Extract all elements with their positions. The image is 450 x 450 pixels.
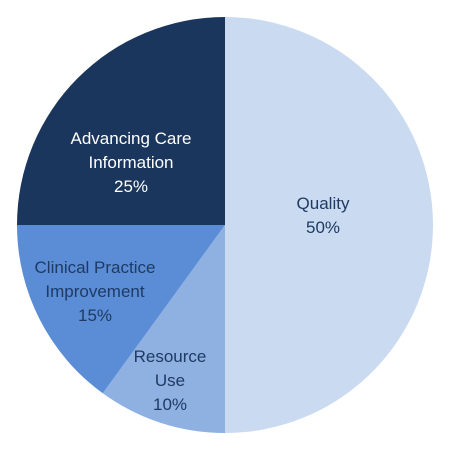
- pie-slice-clinical-practice-improvement: [17, 225, 225, 394]
- slice-label-line: Use: [155, 371, 185, 390]
- slice-label-line: 15%: [78, 306, 112, 325]
- slice-label-line: Resource: [134, 347, 207, 366]
- slice-label-clinical-practice-improvement: Clinical Practice Improvement 15%: [35, 258, 156, 325]
- slice-label-quality: Quality 50%: [297, 194, 350, 237]
- slice-label-line: Advancing Care: [71, 129, 192, 148]
- pie-slice-quality: [225, 17, 433, 433]
- slice-label-line: Information: [88, 153, 173, 172]
- pie-slice-advancing-care-information: [17, 17, 225, 225]
- slice-label-advancing-care-information: Advancing Care Information 25%: [71, 129, 192, 196]
- slice-label-line: Improvement: [45, 282, 144, 301]
- slice-label-line: 25%: [114, 177, 148, 196]
- slice-label-line: Quality: [297, 194, 350, 213]
- slice-label-line: 50%: [306, 218, 340, 237]
- slice-label-line: Clinical Practice: [35, 258, 156, 277]
- slice-label-line: 10%: [153, 395, 187, 414]
- slice-label-resource-use: Resource Use 10%: [134, 347, 207, 414]
- pie-slice-resource-use: [102, 225, 225, 433]
